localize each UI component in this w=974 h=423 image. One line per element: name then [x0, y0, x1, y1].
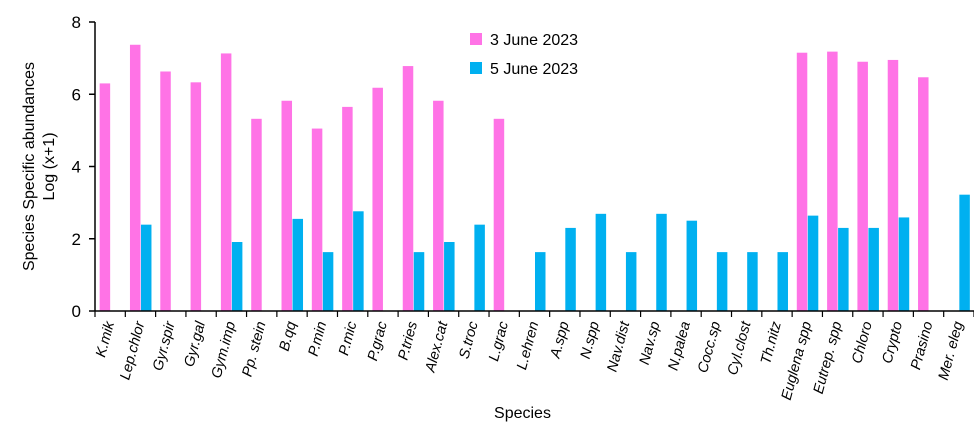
- x-tick-label: P.min: [306, 320, 331, 358]
- x-tick-label: Mer. eleg: [936, 320, 967, 382]
- bar-series1-eutrep-spp: [827, 51, 838, 312]
- bar-series1-p-mic: [342, 106, 353, 311]
- bar-series2-cocc-sp: [716, 252, 728, 311]
- x-tick-label: Chloro: [849, 320, 876, 365]
- legend-label-2: 5 June 2023: [490, 61, 578, 78]
- x-tick-label: N.spp: [578, 320, 603, 361]
- bar-series1-chloro: [857, 61, 868, 311]
- x-tick-label: S.troc: [456, 319, 481, 360]
- x-tick-label: Th.nitz: [758, 319, 785, 366]
- bar-series1-p-tries: [402, 66, 414, 311]
- x-tick-label: Gyr.gal: [182, 319, 210, 369]
- legend-swatch-2: [470, 62, 482, 74]
- bar-series1-crypto: [887, 59, 899, 312]
- y-tick-label: 8: [72, 13, 81, 32]
- bar-series1-l-grac: [493, 118, 505, 311]
- y-axis-title: Species Specific abundances Log (x+1): [21, 62, 58, 271]
- x-tick-label: Gym.imp: [209, 320, 239, 380]
- bar-series2-b-qq: [292, 218, 304, 311]
- x-tick-label: Nav.sp: [637, 320, 664, 367]
- bar-series2-eutrep-spp: [838, 227, 849, 311]
- x-tick-label: Cocc.sp: [695, 320, 724, 375]
- x-tick-label: Nav.dist: [605, 319, 634, 374]
- x-tick-label: Lep.chlor: [117, 319, 148, 382]
- bar-series1-b-qq: [281, 100, 293, 311]
- x-tick-label: B.qq: [277, 320, 300, 353]
- bar-series1-gyr-spir: [160, 71, 171, 312]
- y-axis-title-line-1: Species Specific abundances: [21, 62, 38, 271]
- x-axis-title: Species: [494, 405, 551, 422]
- bar-series2-p-tries: [413, 252, 425, 311]
- x-tick-label: Gyr.spir: [150, 319, 179, 373]
- x-tick-label: N.palea: [666, 320, 694, 372]
- x-tick-label: L.ehren: [514, 320, 542, 372]
- legend-label-1: 3 June 2023: [490, 32, 578, 49]
- bar-series1-pp-stein: [251, 118, 262, 311]
- legend-swatch-1: [470, 33, 482, 45]
- bar-series1-p-grac: [372, 87, 383, 311]
- bar-series2-alex-cat: [444, 242, 455, 311]
- bar-series2-nav-dist: [625, 252, 637, 311]
- x-tick-label: Prasino: [908, 320, 936, 372]
- bar-series2-l-ehren: [535, 252, 546, 311]
- x-tick-label: P.grac: [365, 319, 391, 363]
- bar-series2-n-palea: [686, 220, 698, 311]
- bar-series1-prasino: [918, 77, 929, 312]
- bar-series2-nav-sp: [656, 213, 667, 311]
- bar-series1-lep-chlor: [129, 44, 141, 311]
- bar-series2-chloro: [868, 227, 879, 311]
- bar-series2-lep-chlor: [140, 224, 152, 311]
- bar-series2-n-spp: [595, 213, 607, 311]
- bar-series2-cyl-clost: [747, 252, 758, 311]
- x-tick-label: P.tries: [396, 320, 422, 362]
- x-tick-label: K.mik: [93, 319, 118, 359]
- x-tick-label: Crypto: [880, 320, 907, 365]
- axes: [94, 22, 974, 312]
- bar-series2-crypto: [898, 217, 910, 311]
- y-tick-label: 0: [72, 302, 81, 321]
- y-tick-label: 6: [72, 85, 81, 104]
- x-tick-label: Eutrep. spp: [811, 320, 846, 396]
- bar-series2-p-mic: [353, 211, 364, 311]
- bar-series1-p-min: [311, 128, 323, 311]
- x-axis-ticks: K.mik Lep.chlor Gyr.spir Gyr.gal Gym.imp Pp. …: [93, 311, 974, 402]
- bars: [99, 44, 970, 312]
- x-tick-label: P.mic: [336, 319, 361, 357]
- bar-series1-gym-imp: [220, 53, 232, 312]
- bar-series1-gyr-gal: [190, 82, 202, 311]
- bar-series2-s-troc: [474, 224, 485, 311]
- bar-series2-th-nitz: [777, 252, 788, 311]
- y-axis-title-line-2: Log (x+1): [41, 132, 58, 200]
- bar-series1-alex-cat: [433, 100, 444, 311]
- bar-series2-p-min: [322, 252, 334, 311]
- bar-series2-mer-eleg: [959, 194, 970, 311]
- x-tick-label: Pp. stein: [240, 320, 270, 379]
- bar-series2-a-spp: [565, 227, 576, 311]
- x-tick-label: A.spp: [547, 320, 572, 361]
- legend: 3 June 2023 5 June 2023: [470, 32, 578, 78]
- y-tick-label: 2: [72, 230, 81, 249]
- x-tick-label: L.grac: [486, 319, 512, 363]
- x-tick-label: Cyl.clost: [725, 319, 755, 377]
- bar-series1-euglena-spp: [796, 52, 808, 312]
- bar-series1-k-mik: [99, 83, 111, 311]
- y-axis-ticks: 0 2 4 6 8: [72, 13, 95, 321]
- x-tick-label: Euglena spp: [779, 320, 815, 402]
- y-tick-label: 4: [72, 158, 81, 177]
- bar-series2-gym-imp: [231, 242, 243, 311]
- bar-series2-euglena-spp: [807, 215, 819, 311]
- x-tick-label: Alex.cat: [422, 319, 451, 375]
